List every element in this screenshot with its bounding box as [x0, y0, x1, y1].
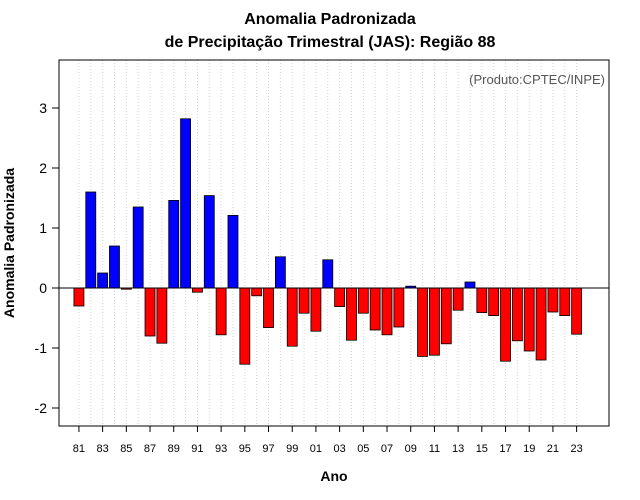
y-axis-label: Anomalia Padronizada — [1, 168, 17, 318]
bar-2003 — [334, 287, 346, 308]
x-tick-label: 09 — [405, 443, 417, 455]
bar-2023 — [571, 287, 583, 335]
y-axis: -2 -1 0 1 2 3 — [35, 100, 59, 416]
bar-1986 — [132, 206, 144, 289]
plot-frame — [58, 59, 610, 427]
bar-1984 — [109, 245, 120, 289]
bar-2011 — [429, 287, 440, 356]
x-tick-label: 17 — [499, 443, 511, 455]
bar-1992 — [203, 195, 215, 289]
bar-1981 — [73, 287, 85, 307]
bar-1998 — [274, 256, 286, 289]
y-tick-label: 3 — [39, 100, 47, 116]
x-tick-label: 23 — [571, 443, 583, 455]
bar-2008 — [393, 287, 405, 328]
bar-2000 — [298, 287, 310, 314]
credit-annotation: (Produto:CPTEC/INPE) — [469, 72, 605, 87]
x-axis-label: Ano — [320, 468, 347, 484]
x-tick-label: 85 — [120, 443, 132, 455]
bar-2013 — [452, 287, 464, 311]
x-axis: 81 83 85 87 89 91 93 95 97 99 01 03 05 07 09 11 13 15 17 19… — [73, 426, 583, 455]
bar-1997 — [263, 287, 274, 328]
x-tick-label: 81 — [73, 443, 85, 455]
bar-1990 — [180, 118, 191, 289]
x-tick-label: 83 — [97, 443, 109, 455]
bar-1983 — [97, 272, 109, 289]
x-tick-label: 87 — [144, 443, 156, 455]
x-tick-label: 13 — [452, 443, 464, 455]
bar-2014 — [464, 281, 476, 289]
bar-1988 — [156, 287, 168, 344]
x-tick-label: 89 — [168, 443, 180, 455]
y-tick-label: 0 — [39, 280, 47, 296]
bar-1995 — [239, 287, 251, 365]
bars — [73, 118, 583, 365]
bar-2018 — [511, 287, 523, 342]
bar-2007 — [381, 287, 393, 336]
bar-2017 — [500, 287, 511, 362]
bar-2016 — [488, 287, 500, 317]
bar-2019 — [523, 287, 535, 352]
x-tick-label: 01 — [310, 443, 322, 455]
bar-1993 — [215, 287, 227, 336]
y-tick-label: 1 — [39, 220, 47, 236]
bar-2022 — [559, 287, 571, 317]
bar-1989 — [168, 199, 180, 289]
x-tick-label: 99 — [286, 443, 298, 455]
y-tick-label: -2 — [35, 400, 48, 416]
bar-1996 — [251, 287, 263, 297]
x-tick-label: 93 — [215, 443, 227, 455]
bar-1999 — [286, 287, 298, 347]
y-tick-label: -1 — [35, 340, 48, 356]
bar-2010 — [417, 287, 428, 357]
x-tick-label: 91 — [191, 443, 203, 455]
bar-1982 — [85, 191, 97, 289]
chart-title-line-1: Anomalia Padronizada — [244, 11, 416, 28]
bar-2006 — [369, 287, 381, 331]
x-tick-label: 19 — [523, 443, 535, 455]
bar-2005 — [357, 287, 369, 314]
bar-2004 — [346, 287, 357, 341]
bar-2001 — [310, 287, 322, 332]
x-tick-label: 05 — [357, 443, 369, 455]
bar-2015 — [476, 287, 488, 314]
vertical-gridlines — [78, 60, 578, 426]
x-tick-label: 15 — [476, 443, 488, 455]
x-tick-label: 21 — [547, 443, 559, 455]
chart-title-line-2: de Precipitação Trimestral (JAS): Região… — [165, 34, 496, 51]
bar-2012 — [440, 287, 452, 345]
x-tick-label: 03 — [334, 443, 346, 455]
x-tick-label: 97 — [262, 443, 274, 455]
bar-2020 — [535, 287, 547, 361]
x-tick-label: 07 — [381, 443, 393, 455]
x-tick-label: 11 — [429, 443, 440, 455]
x-tick-label: 95 — [239, 443, 251, 455]
bar-1994 — [227, 214, 239, 289]
bar-1991 — [192, 287, 203, 293]
bar-2021 — [547, 287, 559, 313]
y-tick-label: 2 — [39, 160, 47, 176]
bar-2002 — [322, 259, 334, 289]
bar-1987 — [144, 287, 156, 337]
